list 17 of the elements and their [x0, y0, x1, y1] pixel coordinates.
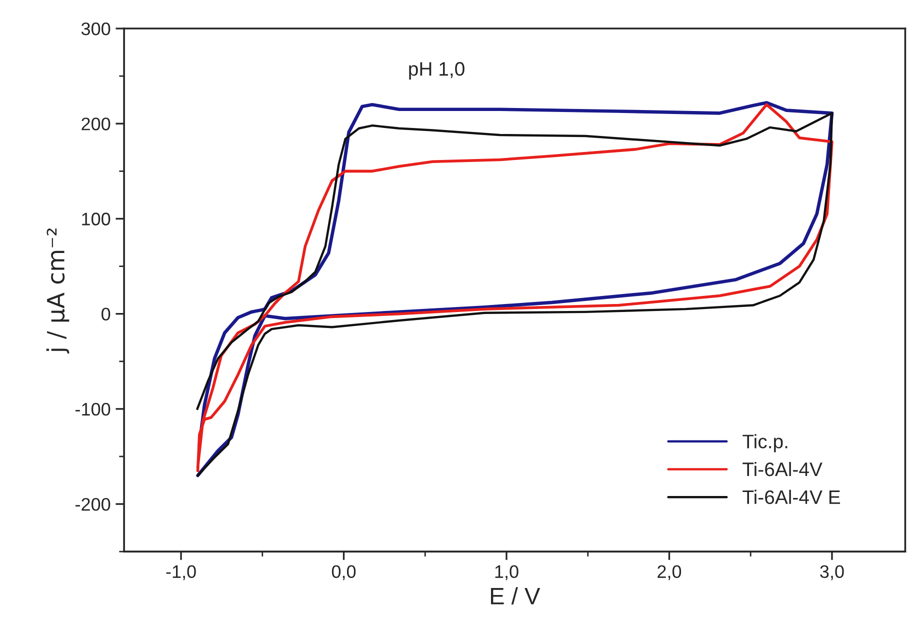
y-tick-label: 200	[82, 118, 110, 130]
x-tick-label: -1,0	[166, 565, 196, 580]
y-tick-label: -100	[76, 402, 110, 416]
x-tick-label: 0,0	[332, 565, 356, 580]
x-tick-label: 3,0	[820, 565, 844, 580]
x-axis-title: E / V	[490, 587, 540, 605]
legend-label: Ti-6Al-4V E	[742, 490, 840, 504]
y-tick-label: 300	[81, 22, 110, 36]
legend-label: Ti-6Al-4V	[742, 462, 822, 476]
y-tick-label: 0	[102, 308, 110, 321]
y-tick-label: 100	[82, 212, 110, 226]
y-axis-title: j / μA cm⁻²	[46, 228, 70, 354]
annotation: pH 1,0	[409, 62, 464, 80]
x-tick-label: 2,0	[658, 565, 682, 580]
legend-label: Tic.p.	[742, 434, 788, 452]
x-tick-label: 1,0	[495, 565, 518, 580]
y-tick-label: -200	[76, 498, 110, 511]
